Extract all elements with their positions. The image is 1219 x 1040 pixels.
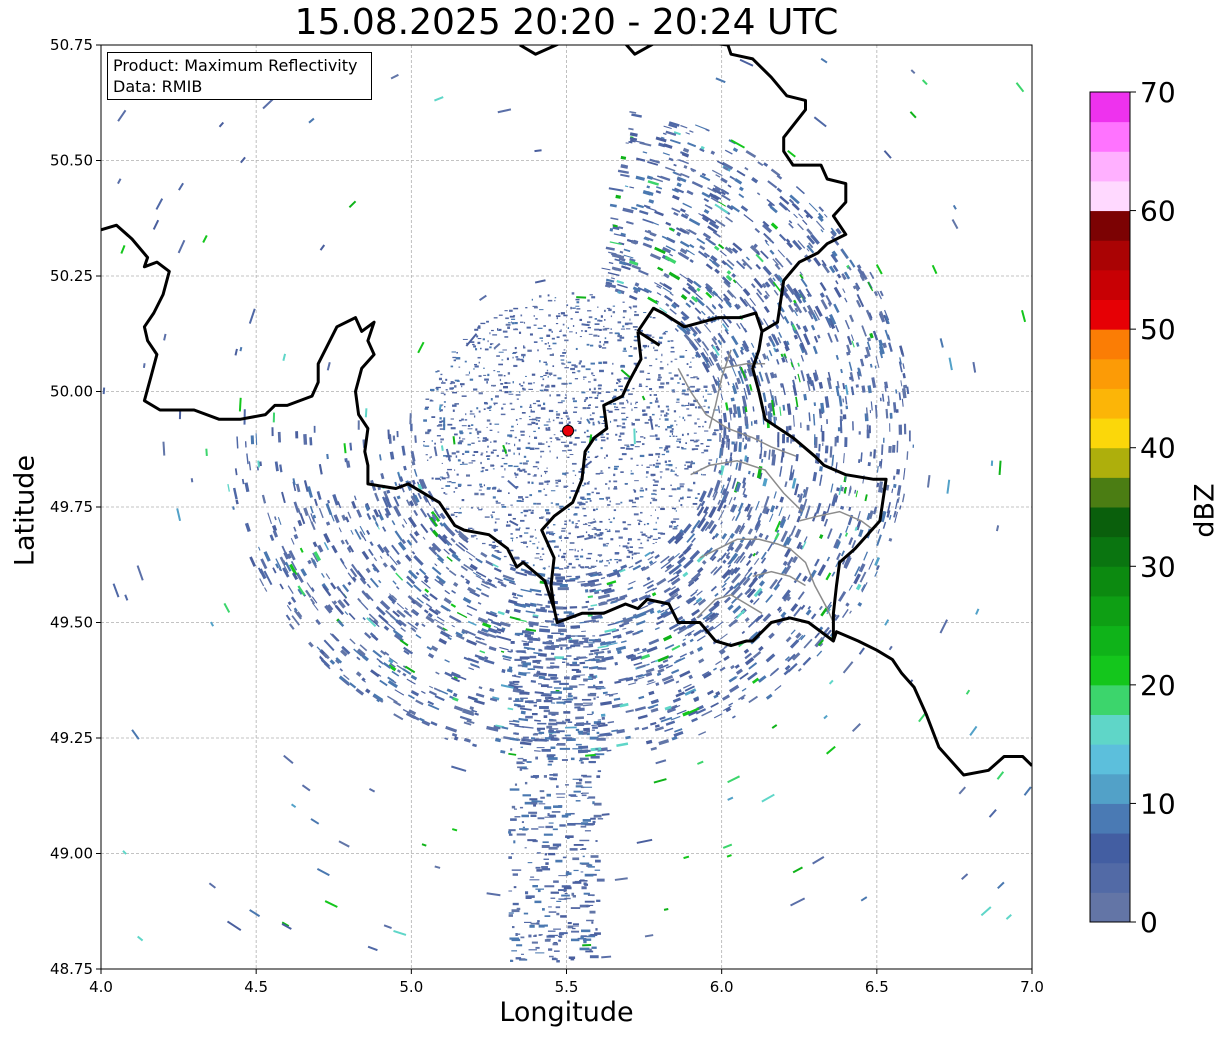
colorbar-tick-label: 50 bbox=[1140, 313, 1176, 346]
colorbar-bin bbox=[1090, 684, 1130, 715]
y-axis-label: Latitude bbox=[9, 454, 41, 567]
colorbar-bin bbox=[1090, 892, 1130, 923]
x-tick-label: 6.5 bbox=[865, 978, 889, 996]
x-axis-ticks: 4.0 4.5 5.0 5.5 6.0 6.5 7.0 bbox=[89, 969, 1044, 996]
colorbar-bin bbox=[1090, 269, 1130, 300]
colorbar-bin bbox=[1090, 773, 1130, 804]
colorbar-bin bbox=[1090, 388, 1130, 419]
colorbar-bin bbox=[1090, 180, 1130, 212]
colorbar: 0 10 20 30 40 50 60 70 bbox=[1089, 76, 1176, 939]
colorbar-bin bbox=[1090, 418, 1130, 449]
colorbar-bin bbox=[1090, 862, 1130, 893]
radar-site-marker bbox=[562, 424, 575, 437]
y-tick-label: 50.25 bbox=[50, 267, 93, 285]
radar-site-dot bbox=[562, 424, 575, 437]
regional-border bbox=[799, 510, 875, 531]
colorbar-bin bbox=[1090, 358, 1130, 389]
colorbar-bin bbox=[1090, 210, 1130, 241]
colorbar-tick-label: 70 bbox=[1140, 76, 1176, 109]
colorbar-bin bbox=[1090, 92, 1130, 123]
y-tick-label: 49.75 bbox=[50, 498, 93, 516]
y-axis-ticks: 48.75 49.00 49.25 49.50 49.75 50.00 50.25 50.50… bbox=[50, 36, 101, 978]
x-tick-label: 7.0 bbox=[1020, 978, 1044, 996]
colorbar-bin bbox=[1090, 655, 1130, 686]
colorbar-label: dBZ bbox=[1189, 483, 1219, 538]
colorbar-bin bbox=[1090, 744, 1130, 775]
regional-border bbox=[690, 460, 803, 513]
regional-border bbox=[696, 593, 763, 619]
colorbar-bin bbox=[1090, 329, 1130, 360]
colorbar-frame bbox=[1089, 91, 1131, 923]
x-tick-label: 5.5 bbox=[555, 978, 579, 996]
colorbar-bin bbox=[1090, 121, 1130, 152]
regional-border bbox=[677, 368, 797, 457]
colorbar-bin bbox=[1090, 566, 1130, 597]
colorbar-bin bbox=[1090, 240, 1130, 271]
y-tick-label: 49.50 bbox=[50, 614, 93, 632]
colorbar-bin bbox=[1090, 151, 1130, 182]
x-axis-label: Longitude bbox=[499, 997, 634, 1028]
colorbar-bin bbox=[1090, 536, 1130, 567]
national-border bbox=[540, 331, 643, 609]
colorbar-bin bbox=[1090, 477, 1130, 508]
colorbar-tick-label: 60 bbox=[1140, 195, 1176, 228]
colorbar-bin bbox=[1090, 595, 1130, 627]
national-border bbox=[636, 306, 764, 333]
y-tick-label: 49.25 bbox=[50, 729, 93, 747]
colorbar-bin bbox=[1090, 714, 1130, 745]
product-label: Product: Maximum Reflectivity bbox=[113, 56, 358, 75]
regional-border bbox=[721, 363, 766, 370]
country-borders bbox=[101, 45, 1032, 777]
colorbar-bin bbox=[1090, 507, 1130, 538]
national-border bbox=[519, 45, 888, 641]
regional-border bbox=[752, 570, 806, 587]
colorbar-bin bbox=[1090, 833, 1130, 864]
x-tick-label: 4.5 bbox=[244, 978, 268, 996]
colorbar-bin bbox=[1090, 447, 1130, 478]
x-tick-label: 4.0 bbox=[89, 978, 113, 996]
regional-border bbox=[699, 538, 835, 623]
y-tick-label: 50.50 bbox=[50, 152, 93, 170]
colorbar-tick-label: 40 bbox=[1140, 432, 1176, 465]
y-tick-label: 49.00 bbox=[50, 845, 93, 863]
colorbar-tick-label: 30 bbox=[1140, 550, 1176, 583]
colorbar-bin bbox=[1090, 803, 1130, 834]
x-tick-label: 6.0 bbox=[710, 978, 734, 996]
x-tick-label: 5.0 bbox=[399, 978, 423, 996]
map-title: 15.08.2025 20:20 - 20:24 UTC bbox=[294, 2, 839, 43]
y-tick-label: 50.00 bbox=[50, 383, 93, 401]
info-box: Product: Maximum Reflectivity Data: RMIB bbox=[107, 52, 372, 100]
colorbar-bin bbox=[1090, 299, 1130, 330]
y-tick-label: 48.75 bbox=[50, 960, 93, 978]
regional-border bbox=[708, 349, 732, 429]
national-border bbox=[637, 330, 661, 347]
colorbar-bin bbox=[1090, 625, 1130, 656]
radar-echo-field bbox=[102, 57, 1032, 963]
data-source-label: Data: RMIB bbox=[113, 77, 203, 96]
colorbar-tick-label: 0 bbox=[1140, 906, 1158, 939]
y-tick-label: 50.75 bbox=[50, 36, 93, 54]
colorbar-tick-label: 20 bbox=[1140, 669, 1176, 702]
colorbar-tick-label: 10 bbox=[1140, 787, 1176, 820]
